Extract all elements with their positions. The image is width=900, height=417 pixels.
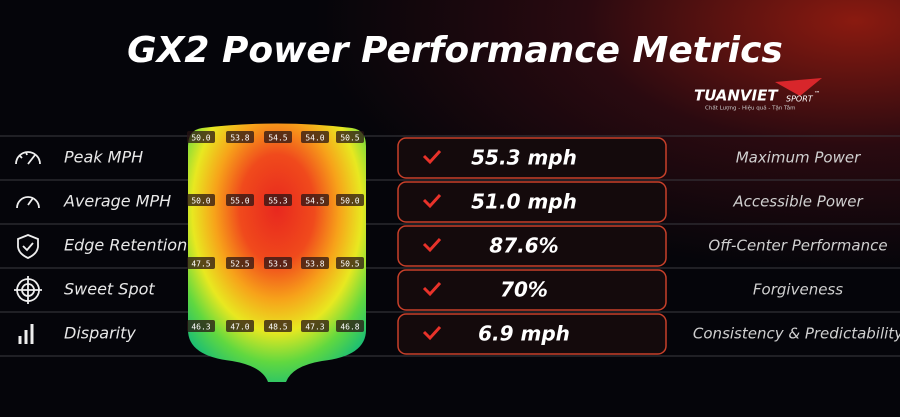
heatmap-value: 54.5	[305, 197, 324, 206]
metric-icon	[16, 196, 40, 209]
check-icon	[422, 149, 442, 165]
title: GX2 Power Performance Metrics	[127, 30, 783, 71]
icon-shape	[15, 151, 41, 165]
icon-shape	[14, 276, 42, 304]
metric-value: 70%	[500, 278, 548, 302]
heatmap-value: 50.5	[340, 134, 359, 143]
value-chip	[187, 257, 215, 269]
heatmap-value: 53.5	[268, 260, 287, 269]
metric-label: Sweet Spot	[64, 280, 155, 299]
logo: TUANVIET SPORT ™ Chất Lượng - Hiệu quả -…	[694, 78, 822, 112]
icon-shape	[16, 196, 40, 209]
value-chip	[264, 131, 292, 143]
heatmap-value: 47.5	[191, 260, 210, 269]
heatmap-values: 50.0 53.8 54.5 54.0 50.5 50.0 55.0 55.3 54.5 50.0…	[187, 131, 364, 332]
value-chip	[336, 131, 364, 143]
value-chip	[226, 320, 254, 332]
icon-shape	[18, 324, 34, 344]
heatmap-value: 48.5	[268, 323, 287, 332]
heatmap-value: 50.0	[191, 197, 210, 206]
metric-value: 87.6%	[489, 234, 558, 258]
value-chip	[336, 257, 364, 269]
value-box	[397, 269, 667, 311]
check-icon	[422, 281, 442, 297]
value-box	[397, 181, 667, 223]
metric-descriptor: Off-Center Performance	[708, 237, 887, 255]
check-icon	[422, 193, 442, 209]
heatmap-value: 54.5	[268, 134, 287, 143]
paddle-heatmap	[188, 123, 366, 382]
value-box	[397, 313, 667, 355]
metric-rows: Peak MPH 55.3 mph Maximum Power Average MPH…	[0, 135, 900, 357]
metric-label: Disparity	[64, 324, 136, 343]
metric-descriptor: Maximum Power	[736, 149, 861, 167]
metric-icon	[18, 324, 34, 344]
heatmap-value: 46.8	[340, 323, 359, 332]
value-chip	[226, 131, 254, 143]
value-chip	[264, 194, 292, 206]
value-chip	[301, 131, 329, 143]
heatmap-value: 54.0	[305, 134, 324, 143]
heatmap-value: 55.3	[268, 197, 287, 206]
logo-brand: TUANVIET	[694, 87, 779, 105]
metric-icon	[14, 276, 42, 304]
heatmap-value: 47.3	[305, 323, 324, 332]
value-box	[397, 137, 667, 179]
value-chip	[226, 194, 254, 206]
metric-icon	[17, 234, 39, 259]
value-chip	[187, 194, 215, 206]
metric-icon	[15, 151, 41, 165]
heatmap-value: 50.5	[340, 260, 359, 269]
logo-mark: ™	[814, 91, 820, 98]
check-icon	[422, 237, 442, 253]
metric-label: Edge Retention	[64, 236, 187, 255]
metric-descriptor: Forgiveness	[753, 281, 843, 299]
value-chip	[264, 257, 292, 269]
metric-value: 6.9 mph	[478, 322, 570, 346]
logo-tagline: Chất Lượng - Hiệu quả - Tận Tâm	[705, 105, 796, 112]
value-chip	[301, 320, 329, 332]
heatmap-value: 46.3	[191, 323, 210, 332]
metric-descriptor: Accessible Power	[732, 193, 863, 211]
heatmap-value: 52.5	[230, 260, 249, 269]
heatmap-value: 53.8	[305, 260, 324, 269]
metric-label: Average MPH	[63, 192, 171, 211]
heatmap-value: 55.0	[230, 197, 249, 206]
value-chip	[301, 257, 329, 269]
heatmap-value: 47.0	[230, 323, 249, 332]
heatmap-value: 50.0	[191, 134, 210, 143]
value-chip	[264, 320, 292, 332]
logo-sub: SPORT	[786, 95, 814, 104]
logo-swoosh	[775, 78, 822, 96]
metric-descriptor: Consistency & Predictability	[693, 325, 900, 343]
value-chip	[336, 194, 364, 206]
metric-value: 51.0 mph	[471, 190, 577, 214]
value-box	[397, 225, 667, 267]
value-chip	[187, 320, 215, 332]
value-chip	[226, 257, 254, 269]
metric-value: 55.3 mph	[471, 146, 577, 170]
metric-label: Peak MPH	[64, 148, 143, 167]
icon-shape	[17, 234, 39, 259]
heatmap-value: 53.8	[230, 134, 249, 143]
value-chip	[187, 131, 215, 143]
check-icon	[422, 325, 442, 341]
value-chip	[301, 194, 329, 206]
value-chip	[336, 320, 364, 332]
heatmap-value: 50.0	[340, 197, 359, 206]
